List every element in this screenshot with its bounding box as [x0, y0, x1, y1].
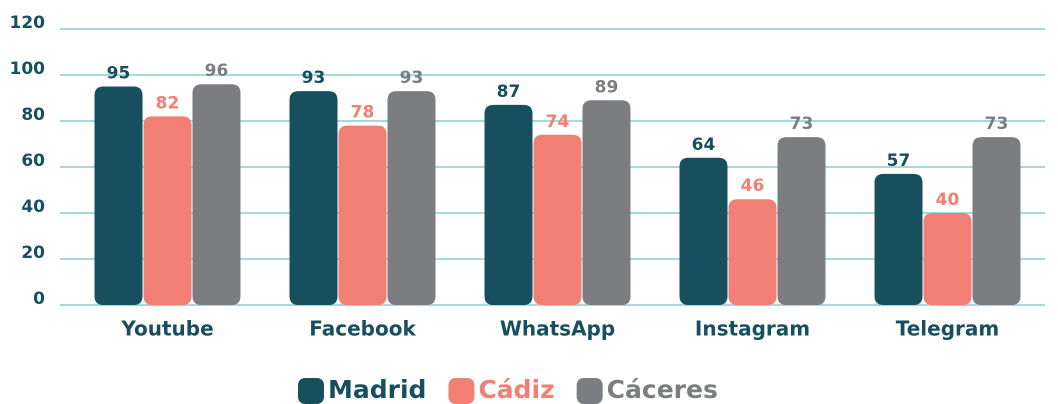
bar — [777, 137, 826, 305]
bar — [923, 213, 972, 305]
value-label: 95 — [107, 64, 131, 84]
x-tick-label: Telegram — [896, 317, 1000, 341]
value-label: 73 — [985, 114, 1009, 134]
bar — [972, 137, 1021, 305]
y-tick-label: 100 — [10, 59, 46, 79]
bar — [289, 91, 338, 305]
bar — [338, 125, 387, 305]
value-label: 40 — [936, 190, 960, 210]
bar — [94, 86, 143, 305]
y-tick-label: 0 — [33, 289, 45, 309]
legend-marker — [448, 378, 475, 404]
bar — [582, 100, 631, 305]
bar — [143, 116, 192, 306]
x-tick-label: Youtube — [120, 317, 213, 341]
bar — [484, 104, 533, 306]
value-label: 93 — [400, 68, 424, 88]
bar — [728, 199, 777, 305]
y-tick-label: 20 — [21, 243, 45, 263]
value-label: 82 — [156, 93, 180, 113]
legend-marker — [576, 378, 603, 404]
value-label: 64 — [692, 135, 716, 155]
bar — [387, 91, 436, 305]
y-tick-label: 80 — [21, 105, 45, 125]
legend-label: Madrid — [328, 375, 426, 404]
y-tick-label: 60 — [21, 151, 45, 171]
value-label: 57 — [887, 151, 911, 171]
bar — [533, 134, 582, 305]
legend-marker — [298, 378, 324, 404]
x-tick-label: Facebook — [309, 317, 416, 341]
bar — [679, 157, 728, 305]
bar — [192, 84, 241, 305]
value-label: 87 — [497, 82, 521, 102]
y-tick-label: 120 — [10, 13, 46, 33]
value-label: 46 — [741, 176, 765, 196]
value-label: 93 — [302, 68, 326, 88]
legend-label: Cáceres — [607, 375, 718, 404]
bar — [874, 173, 923, 305]
value-label: 73 — [790, 114, 814, 134]
value-label: 78 — [351, 103, 375, 123]
value-label: 96 — [205, 61, 229, 81]
value-label: 74 — [546, 112, 570, 132]
legend-label: Cádiz — [478, 375, 554, 404]
x-tick-label: Instagram — [695, 317, 810, 341]
x-tick-label: WhatsApp — [500, 317, 615, 341]
value-label: 89 — [595, 77, 619, 97]
y-tick-label: 40 — [21, 197, 45, 217]
